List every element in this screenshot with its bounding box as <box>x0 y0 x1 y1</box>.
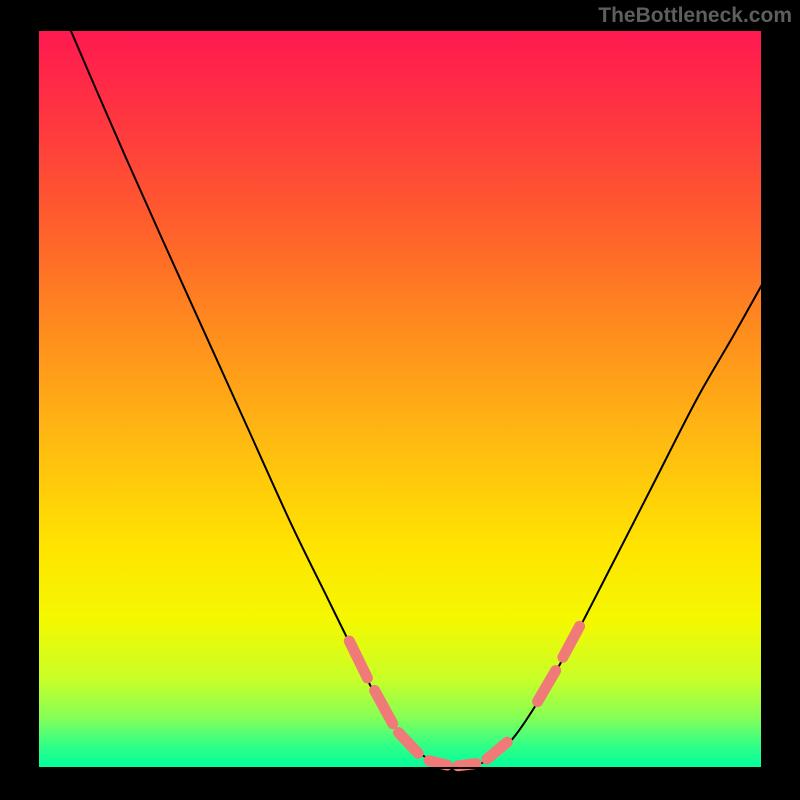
watermark-source: TheBottleneck.com <box>598 4 792 28</box>
chart-stage: TheBottleneck.com <box>0 0 800 800</box>
accent-dash <box>458 764 476 766</box>
accent-dash <box>429 761 447 765</box>
bottleneck-curve-chart <box>0 0 800 800</box>
